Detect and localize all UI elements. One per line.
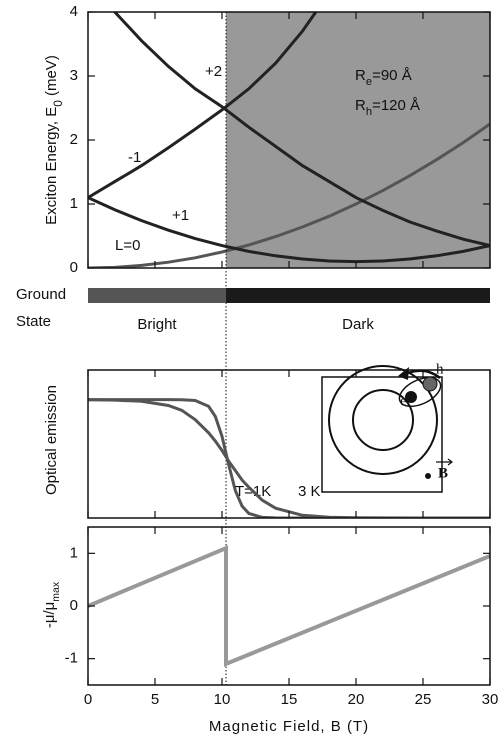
band-label: Ground [16,286,66,303]
curve-label: L=0 [115,237,140,254]
label-rest: =120 Å [372,97,420,114]
shaded-region [226,12,490,268]
y-tick-label: 2 [70,131,78,148]
label: Re=90 Å [355,67,412,88]
series-line [113,12,490,248]
x-axis-label: Magnetic Field, B (T) [209,718,369,735]
series-line [88,12,318,199]
curve-label: -1 [128,149,141,166]
y-tick-label: 0 [70,597,78,614]
label-rest: =90 Å [372,67,412,84]
hole [422,376,438,392]
y-tick-label: 1 [70,195,78,212]
label-text: Exciton Energy, E [43,107,60,225]
label-sub: e [366,76,372,88]
x-tick-label: 25 [415,691,432,708]
label: Rh=120 Å [355,97,420,118]
state-segment [88,288,227,303]
state-segment [226,288,490,303]
label: -μ/μmax [41,581,62,628]
curve-label: +2 [205,63,222,80]
field-dot [425,473,431,479]
label-sub: 0 [51,100,65,107]
curve-label: +1 [172,207,189,224]
inset: e h B [321,361,453,493]
inset-label: h [436,361,444,377]
x-tick-label: 5 [151,691,159,708]
electron [405,391,417,403]
series-line [88,545,490,667]
inset-frame [321,376,443,493]
x-tick-label: 0 [84,691,92,708]
label-text: -μ/μ [41,602,58,628]
y-tick-label: -1 [65,650,78,667]
label: Exciton Energy, E0 (meV) [43,55,65,225]
x-tick-label: 30 [482,691,499,708]
y-tick-label: 3 [70,67,78,84]
x-tick-label: 20 [348,691,365,708]
label-sub: h [366,106,372,118]
series-line [88,398,490,518]
plot-frame [87,526,491,686]
x-tick-label: 15 [281,691,298,708]
label-text: Optical emission [43,385,60,495]
curve-label: 3 K [298,483,321,500]
pair-orbit [398,376,442,408]
x-tick-label: 10 [214,691,231,708]
arrow-head [398,367,409,380]
label-text: R [355,97,366,114]
y-tick-label: 0 [70,259,78,276]
orbit [352,389,414,451]
label-text: R [355,67,366,84]
series-line [88,196,490,264]
label: Optical emission [43,385,60,495]
y-tick-label: 1 [70,544,78,561]
inset-label: B [438,465,448,481]
state-label: Bright [137,316,177,333]
y-tick-label: 4 [70,3,78,20]
state-label: Dark [342,316,374,333]
orbit [328,365,438,475]
field-arrow [436,458,453,466]
label-rest: (meV) [43,55,60,100]
inset-label: e [400,393,407,409]
band-label: State [16,313,51,330]
label-sub: max [50,581,62,602]
series-line [88,398,490,518]
